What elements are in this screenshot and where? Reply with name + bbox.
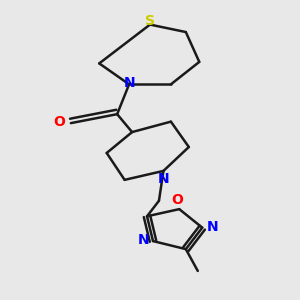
Text: O: O <box>171 193 183 207</box>
Text: O: O <box>53 115 65 129</box>
Text: N: N <box>207 220 218 234</box>
Text: N: N <box>123 76 135 90</box>
Text: N: N <box>138 233 149 247</box>
Text: N: N <box>158 172 169 186</box>
Text: S: S <box>145 14 155 28</box>
